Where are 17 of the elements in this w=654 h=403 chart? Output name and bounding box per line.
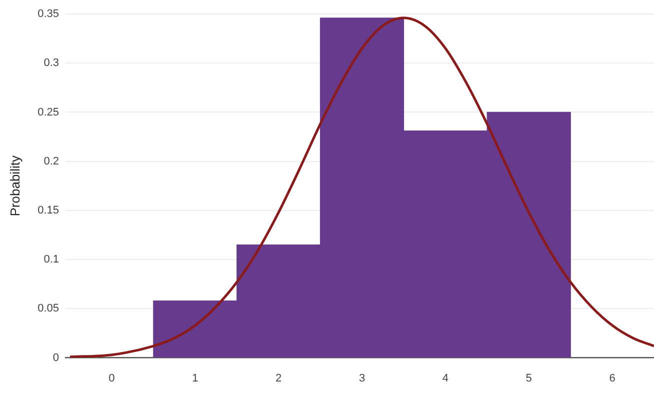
x-tick-label: 2 xyxy=(276,372,282,384)
y-tick-label: 0.3 xyxy=(44,57,60,70)
y-tick-label: 0.1 xyxy=(44,254,60,266)
x-tick-label: 6 xyxy=(609,372,616,384)
x-tick-label: 0 xyxy=(108,372,115,384)
y-tick-label: 0.2 xyxy=(44,155,60,168)
y-tick-label: 0.35 xyxy=(38,8,60,20)
x-tick-label: 5 xyxy=(526,372,532,384)
y-tick-label: 0.25 xyxy=(38,106,60,118)
x-tick-label: 4 xyxy=(442,372,448,384)
y-tick-label: 0 xyxy=(52,352,60,364)
y-tick-label: 0.05 xyxy=(38,302,60,315)
y-tick-label: 0.15 xyxy=(38,204,60,216)
x-tick-label: 1 xyxy=(192,372,198,384)
y-axis-title: Probability xyxy=(7,155,22,216)
x-tick-label: 3 xyxy=(358,372,366,384)
line-series xyxy=(68,16,654,358)
